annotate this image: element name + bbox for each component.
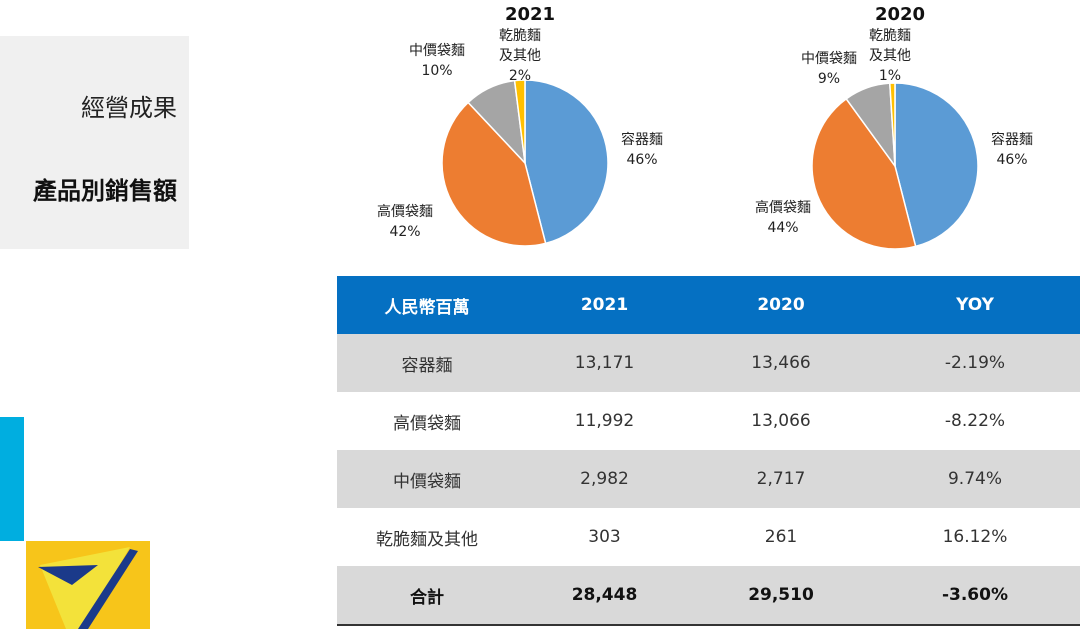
pie-label-line: 乾脆麵: [499, 28, 541, 44]
pie-label-premium-bag: 高價袋麵 42%: [377, 202, 433, 242]
pie-label-line: 10%: [421, 63, 453, 79]
row-label: 中價袋麵: [337, 450, 517, 508]
total-2021: 28,448: [517, 566, 692, 625]
cell-2021: 13,171: [517, 334, 692, 392]
pie-label-line: 容器麵: [621, 132, 663, 148]
section-heading: 經營成果: [81, 94, 177, 122]
table-row: 中價袋麵 2,982 2,717 9.74%: [337, 450, 1080, 508]
pie-label-line: 46%: [626, 152, 658, 168]
pie-label-container: 容器麵 46%: [991, 130, 1033, 170]
total-2020: 29,510: [692, 566, 870, 625]
pie-label-line: 1%: [878, 68, 902, 84]
table-row: 容器麵 13,171 13,466 -2.19%: [337, 334, 1080, 392]
pie-slice-dried-other: [513, 79, 526, 164]
cell-2021: 11,992: [574, 411, 635, 431]
pie-label-premium-bag: 高價袋麵 44%: [755, 198, 811, 238]
accent-bar: [0, 417, 24, 541]
table-total-row: 合計 28,448 29,510 -3.60%: [337, 566, 1080, 625]
pie-label-line: 容器麵: [991, 132, 1033, 148]
title-panel: 經營成果 產品別銷售額: [0, 36, 189, 249]
cell-yoy: -2.19%: [870, 334, 1080, 392]
pie-slice-premium-bag: [811, 97, 917, 250]
cell-2020: 2,717: [692, 450, 870, 508]
cell-2021: 303: [588, 527, 621, 547]
pie-slice-dried-other: [888, 82, 896, 167]
pie-slice-container: [894, 82, 979, 248]
pie-label-line: 9%: [817, 71, 841, 87]
pie-label-line: 44%: [767, 220, 799, 236]
header-cell-unit: 人民幣百萬: [337, 276, 517, 334]
pie-label-dried-other: 乾脆麵及其他 1%: [869, 26, 911, 86]
cell-2020: 13,066: [751, 411, 811, 431]
table-row: 高價袋麵 11,992 13,066 -8.22%: [337, 392, 1080, 450]
pie-label-container: 容器麵 46%: [621, 130, 663, 170]
pie-slice-premium-bag: [441, 101, 547, 247]
cell-yoy: 9.74%: [870, 450, 1080, 508]
section-subheading: 產品別銷售額: [33, 177, 177, 205]
pie-label-line: 乾脆麵: [869, 28, 911, 44]
row-label: 容器麵: [337, 334, 517, 392]
total-label: 合計: [337, 566, 517, 625]
pie-label-line: 及其他: [869, 48, 911, 64]
pie-label-line: 42%: [389, 224, 421, 240]
pie-label-line: 中價袋麵: [409, 43, 465, 59]
cell-2021: 2,982: [517, 450, 692, 508]
pie-label-line: 及其他: [499, 48, 541, 64]
header-cell-2021: 2021: [517, 276, 692, 334]
header-cell-yoy: YOY: [870, 276, 1080, 334]
cell-2020: 261: [764, 527, 798, 547]
cell-2020: 13,466: [692, 334, 870, 392]
pie-slice-container: [524, 79, 609, 245]
table-row: 乾脆麵及其他 303 261 16.12%: [337, 508, 1080, 566]
cell-yoy: -8.22%: [944, 411, 1006, 431]
pie-label-line: 中價袋麵: [801, 51, 857, 67]
pie-label-line: 高價袋麵: [377, 204, 433, 220]
pie-label-mid-bag: 中價袋麵 9%: [801, 49, 857, 89]
pie-svg: [441, 79, 609, 247]
pie-label-line: 高價袋麵: [755, 200, 811, 216]
cell-yoy: 16.12%: [942, 527, 1008, 547]
sales-table: 人民幣百萬 2021 2020 YOY 容器麵 13,171 13,466 -2…: [337, 276, 1080, 626]
header-cell-2020: 2020: [692, 276, 870, 334]
row-label: 高價袋麵: [393, 413, 461, 434]
pie-label-dried-other: 乾脆麵及其他 2%: [499, 26, 541, 86]
pie-chart-2020: 2020 容器麵 46% 高價袋麵 44% 中價袋麵 9% 乾脆麵及其他 1%: [730, 0, 1070, 260]
pie-label-mid-bag: 中價袋麵 10%: [409, 41, 465, 81]
row-label: 乾脆麵及其他: [376, 529, 478, 550]
pie-chart-2021: 2021 容器麵 46% 高價袋麵 42% 中價袋麵 10% 乾脆麵及其他 2%: [360, 0, 700, 260]
pie-svg: [811, 82, 979, 250]
company-logo: [26, 541, 150, 629]
pie-title: 2020: [874, 4, 926, 25]
pie-label-line: 2%: [508, 68, 532, 84]
total-yoy: -3.60%: [870, 566, 1080, 625]
table-header-row: 人民幣百萬 2021 2020 YOY: [337, 276, 1080, 334]
pie-title: 2021: [504, 4, 556, 25]
pie-label-line: 46%: [996, 152, 1028, 168]
